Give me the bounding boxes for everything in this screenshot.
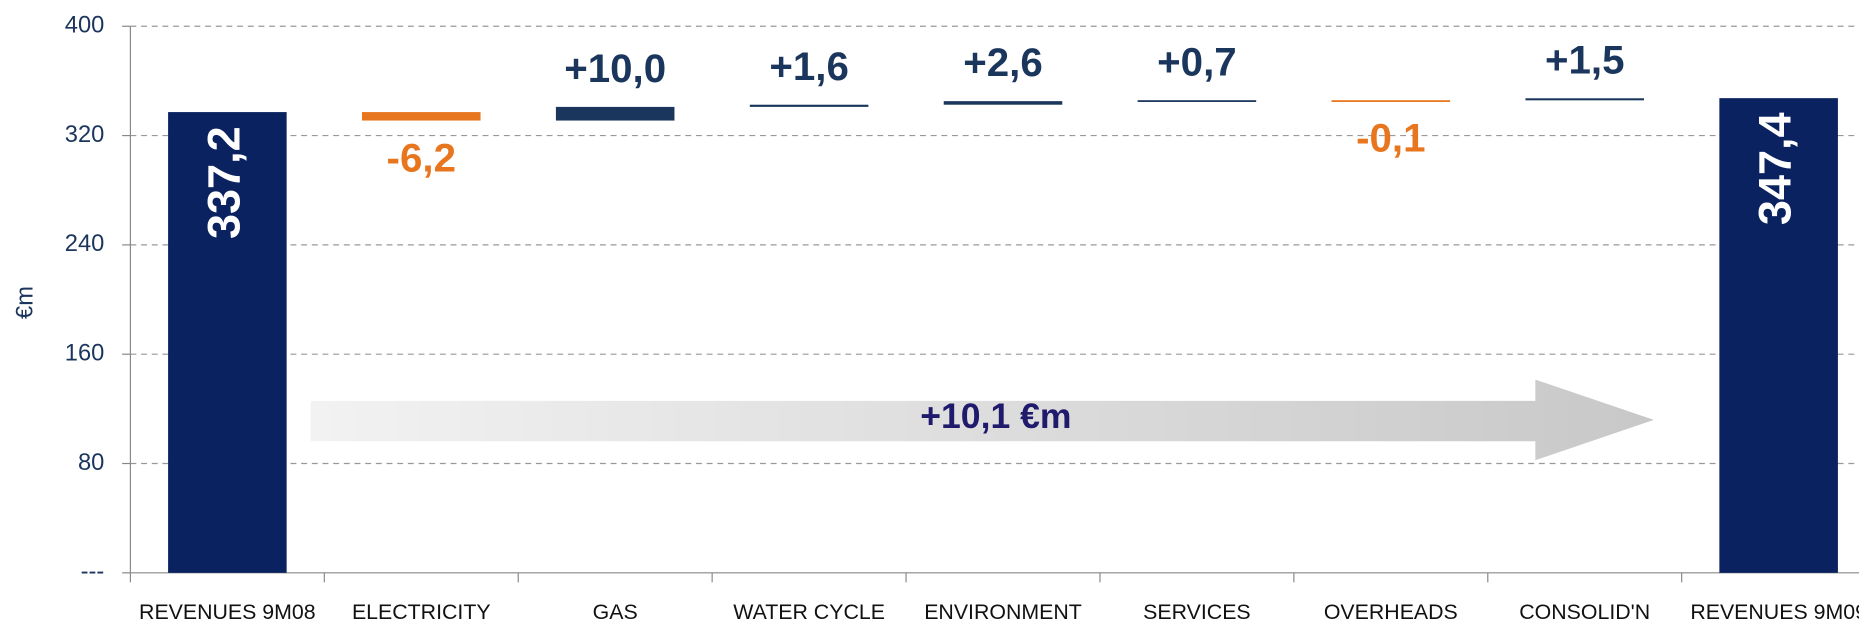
y-tick-label: 80	[78, 450, 104, 476]
x-tick-label: GAS	[593, 600, 638, 624]
value-label: +10,0	[564, 46, 666, 91]
bar	[1525, 98, 1645, 101]
bar	[168, 112, 287, 573]
bar	[1719, 98, 1838, 573]
bar	[1137, 100, 1257, 102]
x-tick-label: REVENUES 9M08	[139, 600, 316, 624]
bar	[361, 112, 481, 121]
value-label: -0,1	[1356, 115, 1425, 160]
value-label: -6,2	[387, 136, 456, 181]
trend-arrow	[310, 379, 1654, 461]
value-label: +1,5	[1545, 37, 1625, 82]
x-tick-label: REVENUES 9M09	[1690, 600, 1859, 624]
value-label: 347,4	[1750, 112, 1801, 225]
y-axis-label: €m	[12, 286, 38, 319]
x-tick-label: OVERHEADS	[1324, 600, 1458, 624]
value-label: +2,6	[963, 40, 1043, 85]
y-tick-label: 320	[65, 122, 105, 148]
y-tick-label: 160	[65, 340, 105, 366]
x-tick-label: ELECTRICITY	[352, 600, 491, 624]
bar	[555, 106, 675, 121]
bar	[749, 104, 869, 107]
x-tick-label: SERVICES	[1143, 600, 1250, 624]
value-label: +0,7	[1157, 39, 1237, 84]
x-tick-label: WATER CYCLE	[733, 600, 885, 624]
x-tick-label: CONSOLID'N	[1519, 600, 1650, 624]
value-label: 337,2	[198, 126, 249, 239]
x-tick-label: ENVIRONMENT	[924, 600, 1082, 624]
y-tick-label: 400	[65, 13, 105, 39]
y-tick-label: ---	[81, 559, 105, 585]
bar	[943, 101, 1063, 105]
value-label: +1,6	[769, 44, 849, 89]
y-tick-label: 240	[65, 231, 105, 257]
annotation: +10,1 €m	[920, 396, 1071, 436]
bar	[1331, 100, 1451, 102]
